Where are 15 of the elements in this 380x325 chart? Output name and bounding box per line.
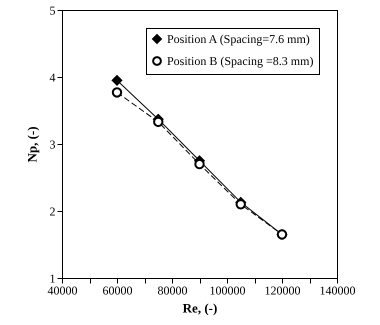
y-tick-label: 5 <box>50 4 56 18</box>
legend-label: Position A (Spacing=7.6 mm) <box>167 32 310 46</box>
x-axis-title: Re, (-) <box>182 300 218 316</box>
x-tick-label: 100000 <box>210 284 246 298</box>
y-tick-label: 4 <box>50 70 56 84</box>
x-tick-label: 140000 <box>320 284 356 298</box>
y-axis-title: Np, (-) <box>24 126 40 163</box>
x-tick-label: 120000 <box>264 284 300 298</box>
y-tick-label: 1 <box>50 272 56 286</box>
y-tick-label: 2 <box>50 204 56 218</box>
x-tick-label: 60000 <box>102 284 132 298</box>
x-tick-label: 80000 <box>158 284 188 298</box>
x-tick-label: 40000 <box>48 284 78 298</box>
legend-label: Position B (Spacing =8.3 mm) <box>167 54 314 68</box>
y-tick-label: 3 <box>50 138 56 152</box>
